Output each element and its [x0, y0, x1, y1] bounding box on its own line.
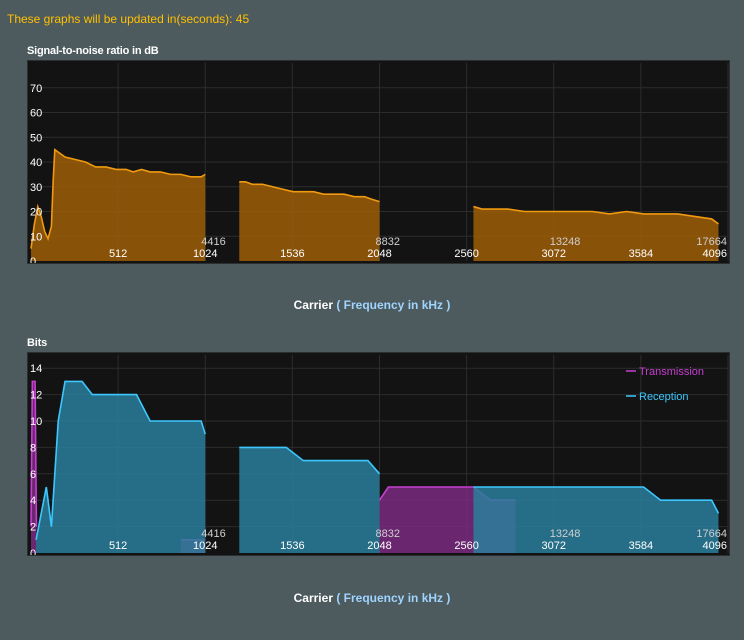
open-paren: ( — [336, 298, 341, 312]
reception-line — [35, 380, 207, 540]
x-tick-label: 1536 — [280, 540, 304, 552]
carrier-label: Carrier — [293, 298, 333, 312]
frequency-tick-label: 8832 — [376, 528, 400, 540]
x-tick-label: 3072 — [542, 540, 566, 552]
frequency-tick-label: 4416 — [201, 236, 225, 248]
x-tick-label: 2560 — [454, 248, 478, 260]
y-tick-label: 40 — [30, 157, 42, 169]
x-tick-label: 512 — [109, 248, 127, 260]
y-tick-label: 6 — [30, 469, 36, 481]
y-tick-label: 60 — [30, 108, 42, 120]
open-paren: ( — [336, 591, 341, 605]
snr-area — [239, 181, 380, 261]
snr-chart-title: Signal-to-noise ratio in dB — [27, 45, 159, 57]
y-tick-label: 0 — [30, 256, 36, 263]
legend-label-reception: Reception — [639, 391, 689, 403]
x-tick-label: 1024 — [193, 540, 217, 552]
y-tick-label: 2 — [30, 522, 36, 534]
reception-line — [473, 486, 720, 514]
transmission-line — [30, 380, 38, 527]
x-tick-label: 4096 — [703, 540, 727, 552]
y-tick-label: 10 — [30, 231, 42, 243]
x-tick-label: 512 — [109, 540, 127, 552]
x-tick-label: 3584 — [629, 540, 653, 552]
y-tick-label: 0 — [30, 548, 36, 555]
frequency-tick-label: 4416 — [201, 528, 225, 540]
snr-chart: 0 10 20 30 40 50 60 70 512 1024 1536 2048 2560 3072 35… — [27, 60, 730, 264]
y-tick-label: 8 — [30, 442, 36, 454]
reception-area — [36, 381, 206, 553]
frequency-unit-label: Frequency in kHz — [343, 298, 444, 312]
x-tick-label: 1024 — [193, 248, 217, 260]
carrier-label: Carrier — [293, 591, 333, 605]
snr-area — [31, 149, 206, 261]
snr-line — [30, 148, 206, 249]
y-tick-label: 30 — [30, 182, 42, 194]
bits-x-axis-label: Carrier ( Frequency in kHz ) — [0, 591, 744, 605]
reception-area — [239, 447, 380, 553]
frequency-tick-label: 13248 — [550, 236, 581, 248]
frequency-tick-label: 8832 — [376, 236, 400, 248]
snr-chart-svg: 0 10 20 30 40 50 60 70 512 1024 1536 2048 2560 3072 35… — [30, 63, 729, 263]
close-paren: ) — [446, 591, 451, 605]
legend-label-transmission: Transmission — [639, 366, 704, 378]
close-paren: ) — [446, 298, 451, 312]
reception-area — [473, 487, 719, 553]
snr-x-axis-label: Carrier ( Frequency in kHz ) — [0, 298, 744, 312]
reception-line — [239, 446, 381, 475]
x-tick-label: 2560 — [454, 540, 478, 552]
y-tick-label: 70 — [30, 83, 42, 95]
frequency-tick-label: 13248 — [550, 528, 581, 540]
y-tick-label: 50 — [30, 132, 42, 144]
snr-area — [473, 206, 719, 261]
y-tick-label: 20 — [30, 207, 42, 219]
x-tick-label: 2048 — [367, 248, 391, 260]
bits-chart-title: Bits — [27, 337, 47, 349]
bits-chart: 0 2 4 6 8 10 12 14 512 1024 1536 2048 2560 3072 3584 40… — [27, 352, 730, 556]
x-tick-label: 1536 — [280, 248, 304, 260]
y-tick-label: 12 — [30, 390, 42, 402]
snr-line — [239, 181, 380, 203]
update-countdown-notice: These graphs will be updated in(seconds)… — [7, 12, 250, 26]
x-tick-label: 3584 — [629, 248, 653, 260]
x-tick-label: 2048 — [367, 540, 391, 552]
x-tick-label: 3072 — [542, 248, 566, 260]
frequency-unit-label: Frequency in kHz — [343, 591, 444, 605]
y-tick-label: 4 — [30, 495, 36, 507]
frequency-tick-label: 17664 — [696, 528, 727, 540]
snr-line — [473, 205, 719, 225]
frequency-tick-label: 17664 — [696, 236, 727, 248]
x-tick-label: 4096 — [703, 248, 727, 260]
bits-chart-svg: 0 2 4 6 8 10 12 14 512 1024 1536 2048 2560 3072 3584 40… — [30, 355, 729, 555]
y-tick-label: 10 — [30, 416, 42, 428]
y-tick-label: 14 — [30, 363, 42, 375]
